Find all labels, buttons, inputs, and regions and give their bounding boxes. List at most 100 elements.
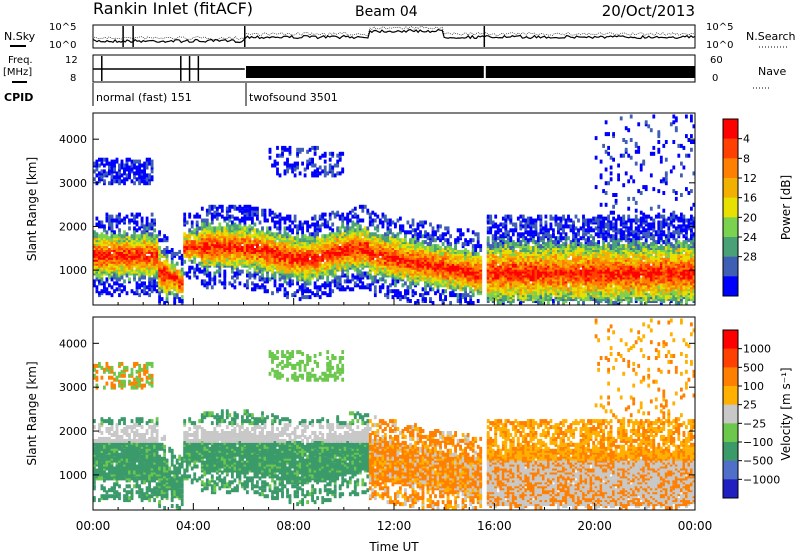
power-cell [238, 218, 242, 223]
power-cell [98, 291, 101, 296]
power-cell [193, 234, 197, 239]
power-cell [471, 244, 475, 249]
power-cell [444, 238, 447, 243]
power-cell [293, 253, 297, 258]
power-cell [537, 301, 540, 305]
power-cell [501, 232, 505, 237]
power-cell [160, 249, 164, 254]
power-cell [100, 157, 104, 162]
power-cell [160, 261, 164, 266]
power-cell [251, 287, 254, 292]
power-cell [376, 234, 380, 239]
power-cell [328, 163, 332, 168]
power-cell [401, 238, 405, 243]
power-cell [529, 283, 533, 288]
power-cell [238, 208, 242, 213]
power-cell [336, 153, 340, 158]
power-cell [351, 287, 355, 292]
power-cell [268, 277, 272, 282]
power-cell [228, 208, 232, 213]
power-cell [118, 228, 121, 233]
freq-band-twofsound [246, 66, 695, 78]
power-cell [326, 171, 330, 176]
power-cell [203, 222, 207, 227]
power-cell [150, 232, 154, 237]
power-cell [286, 214, 289, 219]
power-cell [253, 232, 257, 237]
power-cell [281, 263, 284, 268]
power-cell [241, 206, 244, 211]
power-cell [291, 236, 294, 241]
power-cell [233, 285, 237, 290]
power-cell [175, 261, 179, 266]
power-cell [391, 232, 395, 237]
power-cell [296, 236, 299, 241]
power-cell [386, 226, 390, 231]
power-cell [471, 230, 475, 235]
power-cell [113, 230, 116, 235]
power-cell [148, 293, 151, 298]
power-cell [424, 246, 427, 250]
power-cell [323, 218, 327, 223]
power-cell [138, 212, 141, 217]
power-cell [160, 297, 164, 302]
power-cell [200, 222, 204, 227]
power-cell [195, 212, 199, 217]
power-cell [321, 253, 325, 258]
power-cell [133, 159, 136, 164]
power-cell [298, 220, 302, 225]
power-cell [241, 246, 244, 250]
power-cell [378, 267, 382, 272]
power-cell [306, 257, 309, 262]
power-cell [163, 248, 166, 252]
power-cell [175, 279, 179, 284]
power-cell [258, 269, 262, 274]
power-cell [143, 281, 146, 286]
power-cell [509, 293, 513, 298]
power-cell [416, 236, 420, 241]
power-cell [426, 246, 430, 250]
power-cell [123, 253, 126, 258]
power-cell [544, 293, 548, 298]
power-cell [180, 275, 184, 280]
power-cell [266, 246, 269, 250]
power-cell [421, 240, 425, 245]
power-cell [378, 289, 382, 294]
power-cell [105, 171, 109, 176]
power-cell [215, 226, 219, 231]
power-cell [155, 234, 159, 239]
freq-trace [93, 56, 695, 81]
power-cell [301, 161, 304, 166]
power-cell [439, 293, 442, 298]
power-cell [537, 232, 540, 237]
power-cell [140, 216, 144, 221]
power-cell [321, 283, 325, 288]
power-cell [537, 291, 540, 296]
power-cell [251, 240, 254, 245]
power-cell [298, 224, 302, 229]
power-cell [459, 297, 462, 302]
power-cell [98, 171, 101, 176]
power-cell [125, 232, 129, 237]
power-cell [133, 226, 136, 231]
power-cell [110, 175, 114, 180]
power-cell [436, 236, 440, 241]
power-cell [476, 232, 480, 237]
power-cell [108, 218, 111, 223]
power-cell [519, 232, 523, 237]
power-cell [271, 273, 274, 278]
power-cell [145, 238, 149, 243]
power-cell [233, 222, 237, 227]
power-cell [384, 293, 387, 298]
power-cell [140, 281, 144, 286]
power-cell [253, 283, 257, 288]
power-cell [165, 246, 169, 250]
power-cell [343, 279, 347, 284]
power-cell [459, 232, 462, 237]
power-cell [236, 267, 239, 272]
power-cell [133, 234, 136, 239]
power-cell [318, 155, 322, 160]
power-cell [203, 271, 207, 276]
power-cell [328, 157, 332, 162]
power-cell [213, 238, 217, 243]
